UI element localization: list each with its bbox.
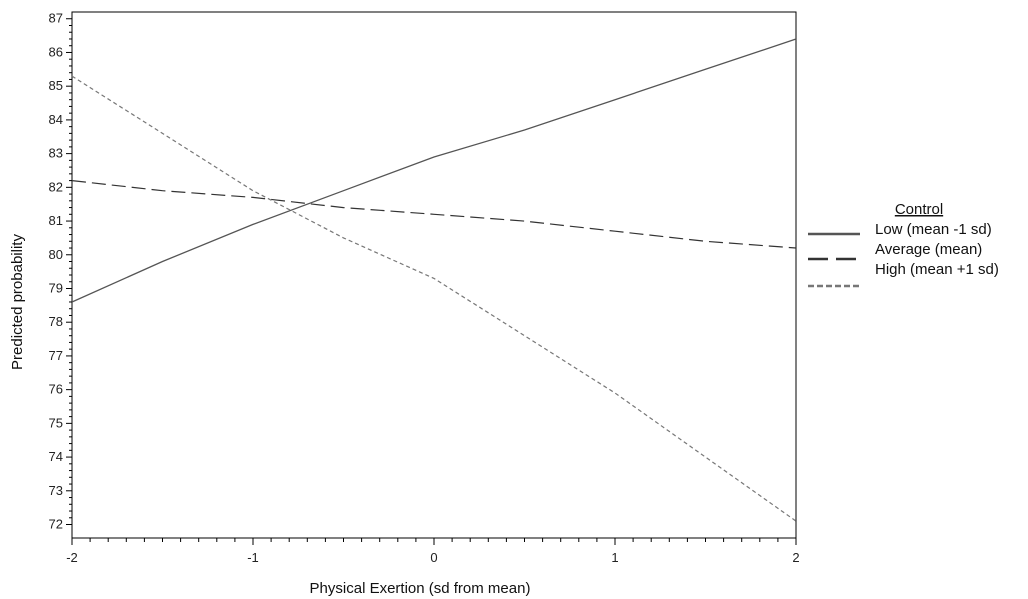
series-line-0 [71, 38, 797, 303]
y-tick-label: 87 [49, 11, 63, 26]
y-tick-label: 81 [49, 213, 63, 228]
y-tick-label: 79 [49, 280, 63, 295]
y-tick-label: 74 [49, 449, 63, 464]
series-line-2 [71, 75, 797, 522]
y-tick-label: 72 [49, 517, 63, 532]
y-axis: 72 73 74 75 76 77 78 79 80 81 82 83 84 85 86 87 [49, 11, 72, 532]
data-point [343, 207, 344, 208]
y-axis-title: Predicted probability [9, 234, 26, 370]
y-tick-label: 75 [49, 415, 63, 430]
y-tick-label: 84 [49, 112, 63, 127]
y-tick-label: 83 [49, 146, 63, 161]
data-point [433, 278, 434, 279]
y-tick-label: 73 [49, 483, 63, 498]
plot-frame [71, 11, 797, 539]
y-tick-label: 82 [49, 179, 63, 194]
data-point [433, 214, 434, 215]
data-point [524, 220, 525, 221]
data-point [795, 521, 796, 522]
data-point [433, 156, 434, 157]
data-point [162, 190, 163, 191]
data-point [524, 335, 525, 336]
data-point [252, 224, 253, 225]
y-tick-label: 80 [49, 247, 63, 262]
x-axis: -2 -1 0 1 2 [66, 538, 800, 565]
data-point [71, 75, 72, 76]
data-point [614, 231, 615, 232]
data-point [795, 247, 796, 248]
data-point [162, 261, 163, 262]
data-point [795, 38, 796, 39]
x-tick-label: 0 [430, 550, 437, 565]
legend-label-average: Average (mean) [875, 241, 982, 258]
data-point [343, 190, 344, 191]
data-point [524, 129, 525, 130]
data-point [705, 241, 706, 242]
data-point [614, 392, 615, 393]
x-tick-label: 1 [611, 550, 618, 565]
data-point [71, 301, 72, 302]
y-tick-label: 85 [49, 78, 63, 93]
data-point [252, 197, 253, 198]
data-point [162, 133, 163, 134]
data-point [343, 237, 344, 238]
data-point [71, 180, 72, 181]
y-tick-label: 78 [49, 314, 63, 329]
x-tick-label: -2 [66, 550, 78, 565]
legend: Control Low (mean -1 sd) Average (mean) … [808, 201, 999, 288]
data-point [705, 456, 706, 457]
data-point [705, 69, 706, 70]
data-point [614, 99, 615, 100]
data-point [252, 190, 253, 191]
y-tick-label: 86 [49, 44, 63, 59]
series-lines [71, 38, 797, 522]
y-tick-label: 76 [49, 382, 63, 397]
legend-title: Control [895, 201, 943, 218]
series-line-1 [71, 180, 797, 249]
x-tick-label: 2 [792, 550, 799, 565]
x-tick-label: -1 [247, 550, 259, 565]
legend-label-high: High (mean +1 sd) [875, 261, 999, 278]
legend-label-low: Low (mean -1 sd) [875, 221, 992, 238]
x-axis-title: Physical Exertion (sd from mean) [310, 580, 531, 597]
y-tick-label: 77 [49, 348, 63, 363]
